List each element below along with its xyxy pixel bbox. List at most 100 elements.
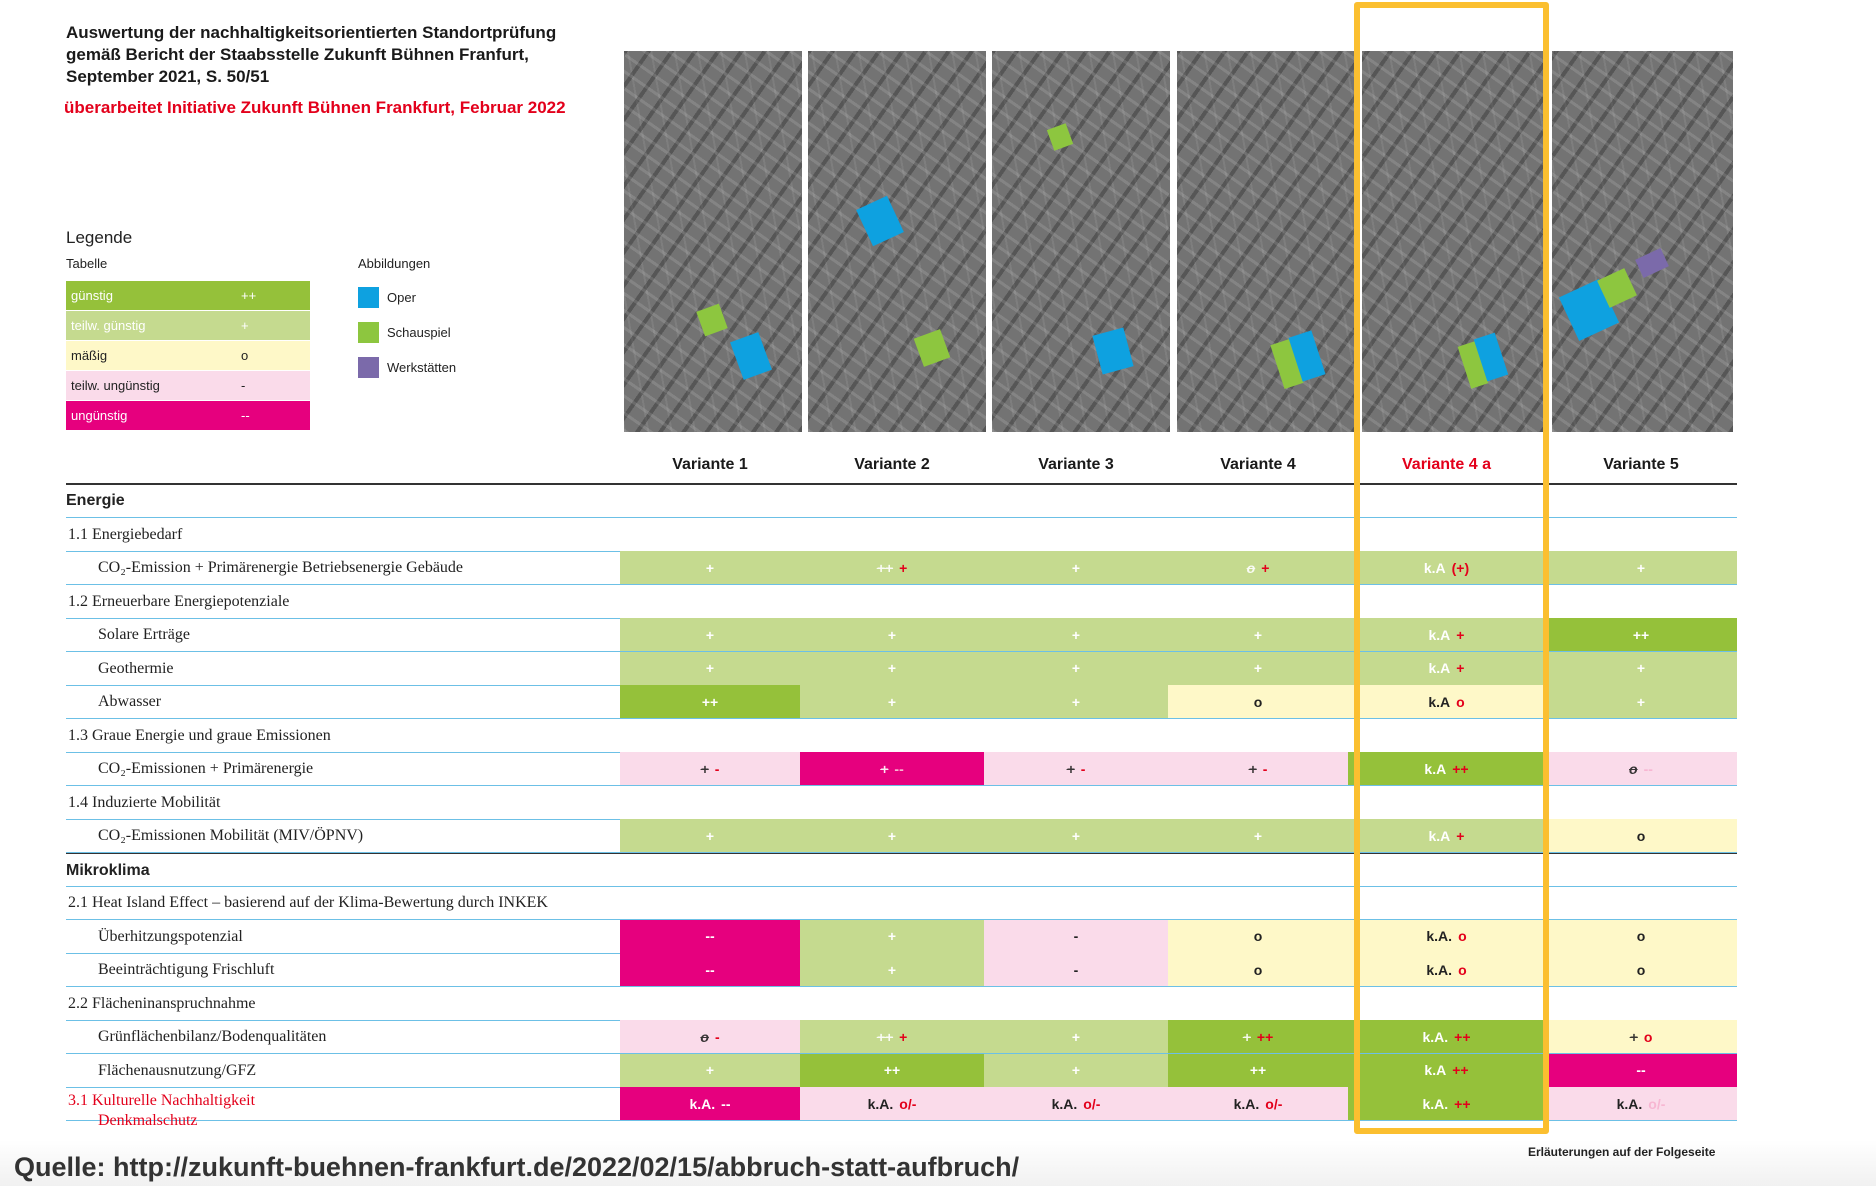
rating-cell: +	[984, 1020, 1168, 1053]
rating-value: --	[705, 928, 715, 944]
rating-cell: k.A. o/-	[800, 1087, 984, 1120]
rating-cell: +	[620, 1053, 800, 1087]
rating-cell: k.A. o	[1348, 919, 1545, 953]
row-label: 2.1 Heat Island Effect – basierend auf d…	[68, 894, 548, 911]
table-row: Abwasser ++ + + o k.A o +	[66, 685, 1737, 719]
legend-item: teilw. günstig +	[66, 311, 310, 340]
row-label: Mikroklima	[66, 861, 150, 879]
revised-rating: (+)	[1451, 559, 1470, 576]
row-label: CO₂-Emissionen Mobilität (MIV/ÖPNV)	[98, 827, 364, 844]
rating-cell: k.A. o/-	[1545, 1087, 1737, 1120]
revised-rating: o	[1458, 928, 1467, 944]
building-block	[1635, 248, 1669, 278]
figure-legend-item: Werkstätten	[358, 357, 456, 378]
rating-cell: k.A. o/-	[1168, 1087, 1348, 1120]
legend-table-label: Tabelle	[66, 256, 108, 271]
rating-value: o	[1636, 928, 1646, 944]
table-row: CO₂-Emission + Primärenergie Betriebsene…	[66, 551, 1737, 585]
struck-old-rating: ++	[876, 1028, 894, 1045]
rating-value: k.A.	[689, 1095, 716, 1112]
rating-cell: +	[984, 685, 1168, 718]
rating-cell: +	[984, 651, 1168, 685]
rating-value: +	[887, 827, 897, 844]
rating-cell: ++	[620, 685, 800, 718]
figure-legend-label: Werkstätten	[387, 360, 457, 375]
struck-old-rating: +	[1248, 760, 1257, 777]
revised-rating: -	[1080, 760, 1086, 777]
revised-rating: o	[1456, 693, 1465, 710]
rating-value: +	[705, 827, 715, 844]
site-photo	[624, 51, 802, 432]
building-block	[1092, 327, 1134, 375]
figure-legend-label: Schauspiel	[387, 325, 451, 340]
rating-value: +	[1071, 827, 1081, 844]
rating-value: +	[887, 961, 897, 978]
table-row: 1.3 Graue Energie und graue Emissionen	[66, 719, 1737, 753]
table-row: CO₂-Emissionen + Primärenergie + - + -- + - + - k…	[66, 752, 1737, 786]
color-swatch	[358, 322, 379, 343]
rating-cell: k.A. ++	[1348, 1087, 1545, 1120]
rating-cell: -	[984, 953, 1168, 986]
rating-value: +	[1253, 626, 1263, 643]
revised-rating: -	[1262, 760, 1268, 777]
rating-value: +	[887, 660, 897, 676]
row-label: 1.4 Induzierte Mobilität	[68, 793, 221, 811]
rating-cell: +	[1168, 651, 1348, 685]
rating-cell: +	[620, 551, 800, 584]
column-header: Variante 1	[672, 456, 748, 473]
rating-cell: +	[800, 651, 984, 685]
rating-cell: --	[620, 953, 800, 986]
rating-cell: o +	[1168, 551, 1348, 584]
legend-item-symbol: --	[241, 408, 250, 423]
figure-legend-item: Schauspiel	[358, 322, 451, 343]
rating-cell: o	[1545, 919, 1737, 953]
revised-rating: o/-	[1265, 1095, 1283, 1112]
building-block	[696, 303, 728, 337]
rating-value: +	[1636, 660, 1646, 676]
table-row: Flächenausnutzung/GFZ + ++ + ++ k.A ++ --	[66, 1053, 1737, 1088]
rating-cell: +++	[1168, 1020, 1348, 1053]
row-label: 1.1 Energiebedarf	[68, 525, 183, 543]
legend-item-label: günstig	[71, 288, 113, 303]
rating-cell: ++	[800, 1053, 984, 1087]
site-photo	[1362, 51, 1544, 432]
rating-cell: +	[1545, 551, 1737, 584]
legend-heading: Legende	[66, 228, 133, 247]
revised-rating: -	[714, 1028, 720, 1045]
struck-old-rating: +	[1242, 1028, 1251, 1045]
rating-cell: +	[1545, 685, 1737, 718]
rating-value: k.A.	[867, 1095, 894, 1112]
rating-cell: k.A ++	[1348, 1053, 1545, 1087]
row-label: 1.3 Graue Energie und graue Emissionen	[68, 726, 331, 744]
figure-legend-item: Oper	[358, 287, 416, 308]
site-photo	[1552, 51, 1733, 432]
rating-cell: k.A +	[1348, 819, 1545, 852]
source-link[interactable]: Quelle: http://zukunft-buehnen-frankfurt…	[14, 1152, 1020, 1182]
rating-value: +	[705, 1062, 715, 1078]
row-label: 3.1 Kulturelle Nachhaltigkeit	[68, 1092, 256, 1109]
rating-cell: + -	[984, 752, 1168, 785]
rating-value: +	[1636, 693, 1646, 710]
rating-cell: + -	[620, 752, 800, 785]
rating-cell: +	[984, 1053, 1168, 1087]
rating-cell: k.A o	[1348, 685, 1545, 718]
rating-value: +	[887, 626, 897, 643]
revised-rating: ++	[1454, 1095, 1471, 1112]
legend-item: günstig ++	[66, 281, 310, 310]
rating-value: ++	[1249, 1062, 1267, 1078]
legend-item: teilw. ungünstig -	[66, 371, 310, 400]
rating-value: k.A.	[1426, 928, 1453, 944]
rating-value: +	[1253, 827, 1263, 844]
legend-item-label: teilw. günstig	[71, 318, 146, 333]
rating-value: --	[721, 1095, 731, 1112]
rating-value: k.A.	[1426, 961, 1453, 978]
rating-value: +	[1071, 693, 1081, 710]
rating-value: o	[1253, 928, 1263, 944]
rating-cell: +	[1168, 618, 1348, 651]
rating-value: ++	[701, 693, 719, 710]
row-label: Geothermie	[98, 659, 174, 677]
legend-item-symbol: +	[241, 318, 249, 333]
rating-value: --	[1636, 1062, 1646, 1078]
rating-value: o	[1253, 693, 1263, 710]
table-row: CO₂-Emissionen Mobilität (MIV/ÖPNV) + + + + k…	[66, 819, 1737, 853]
